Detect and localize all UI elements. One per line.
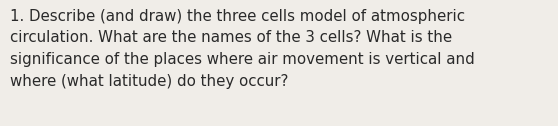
Text: 1. Describe (and draw) the three cells model of atmospheric
circulation. What ar: 1. Describe (and draw) the three cells m… (10, 9, 475, 89)
